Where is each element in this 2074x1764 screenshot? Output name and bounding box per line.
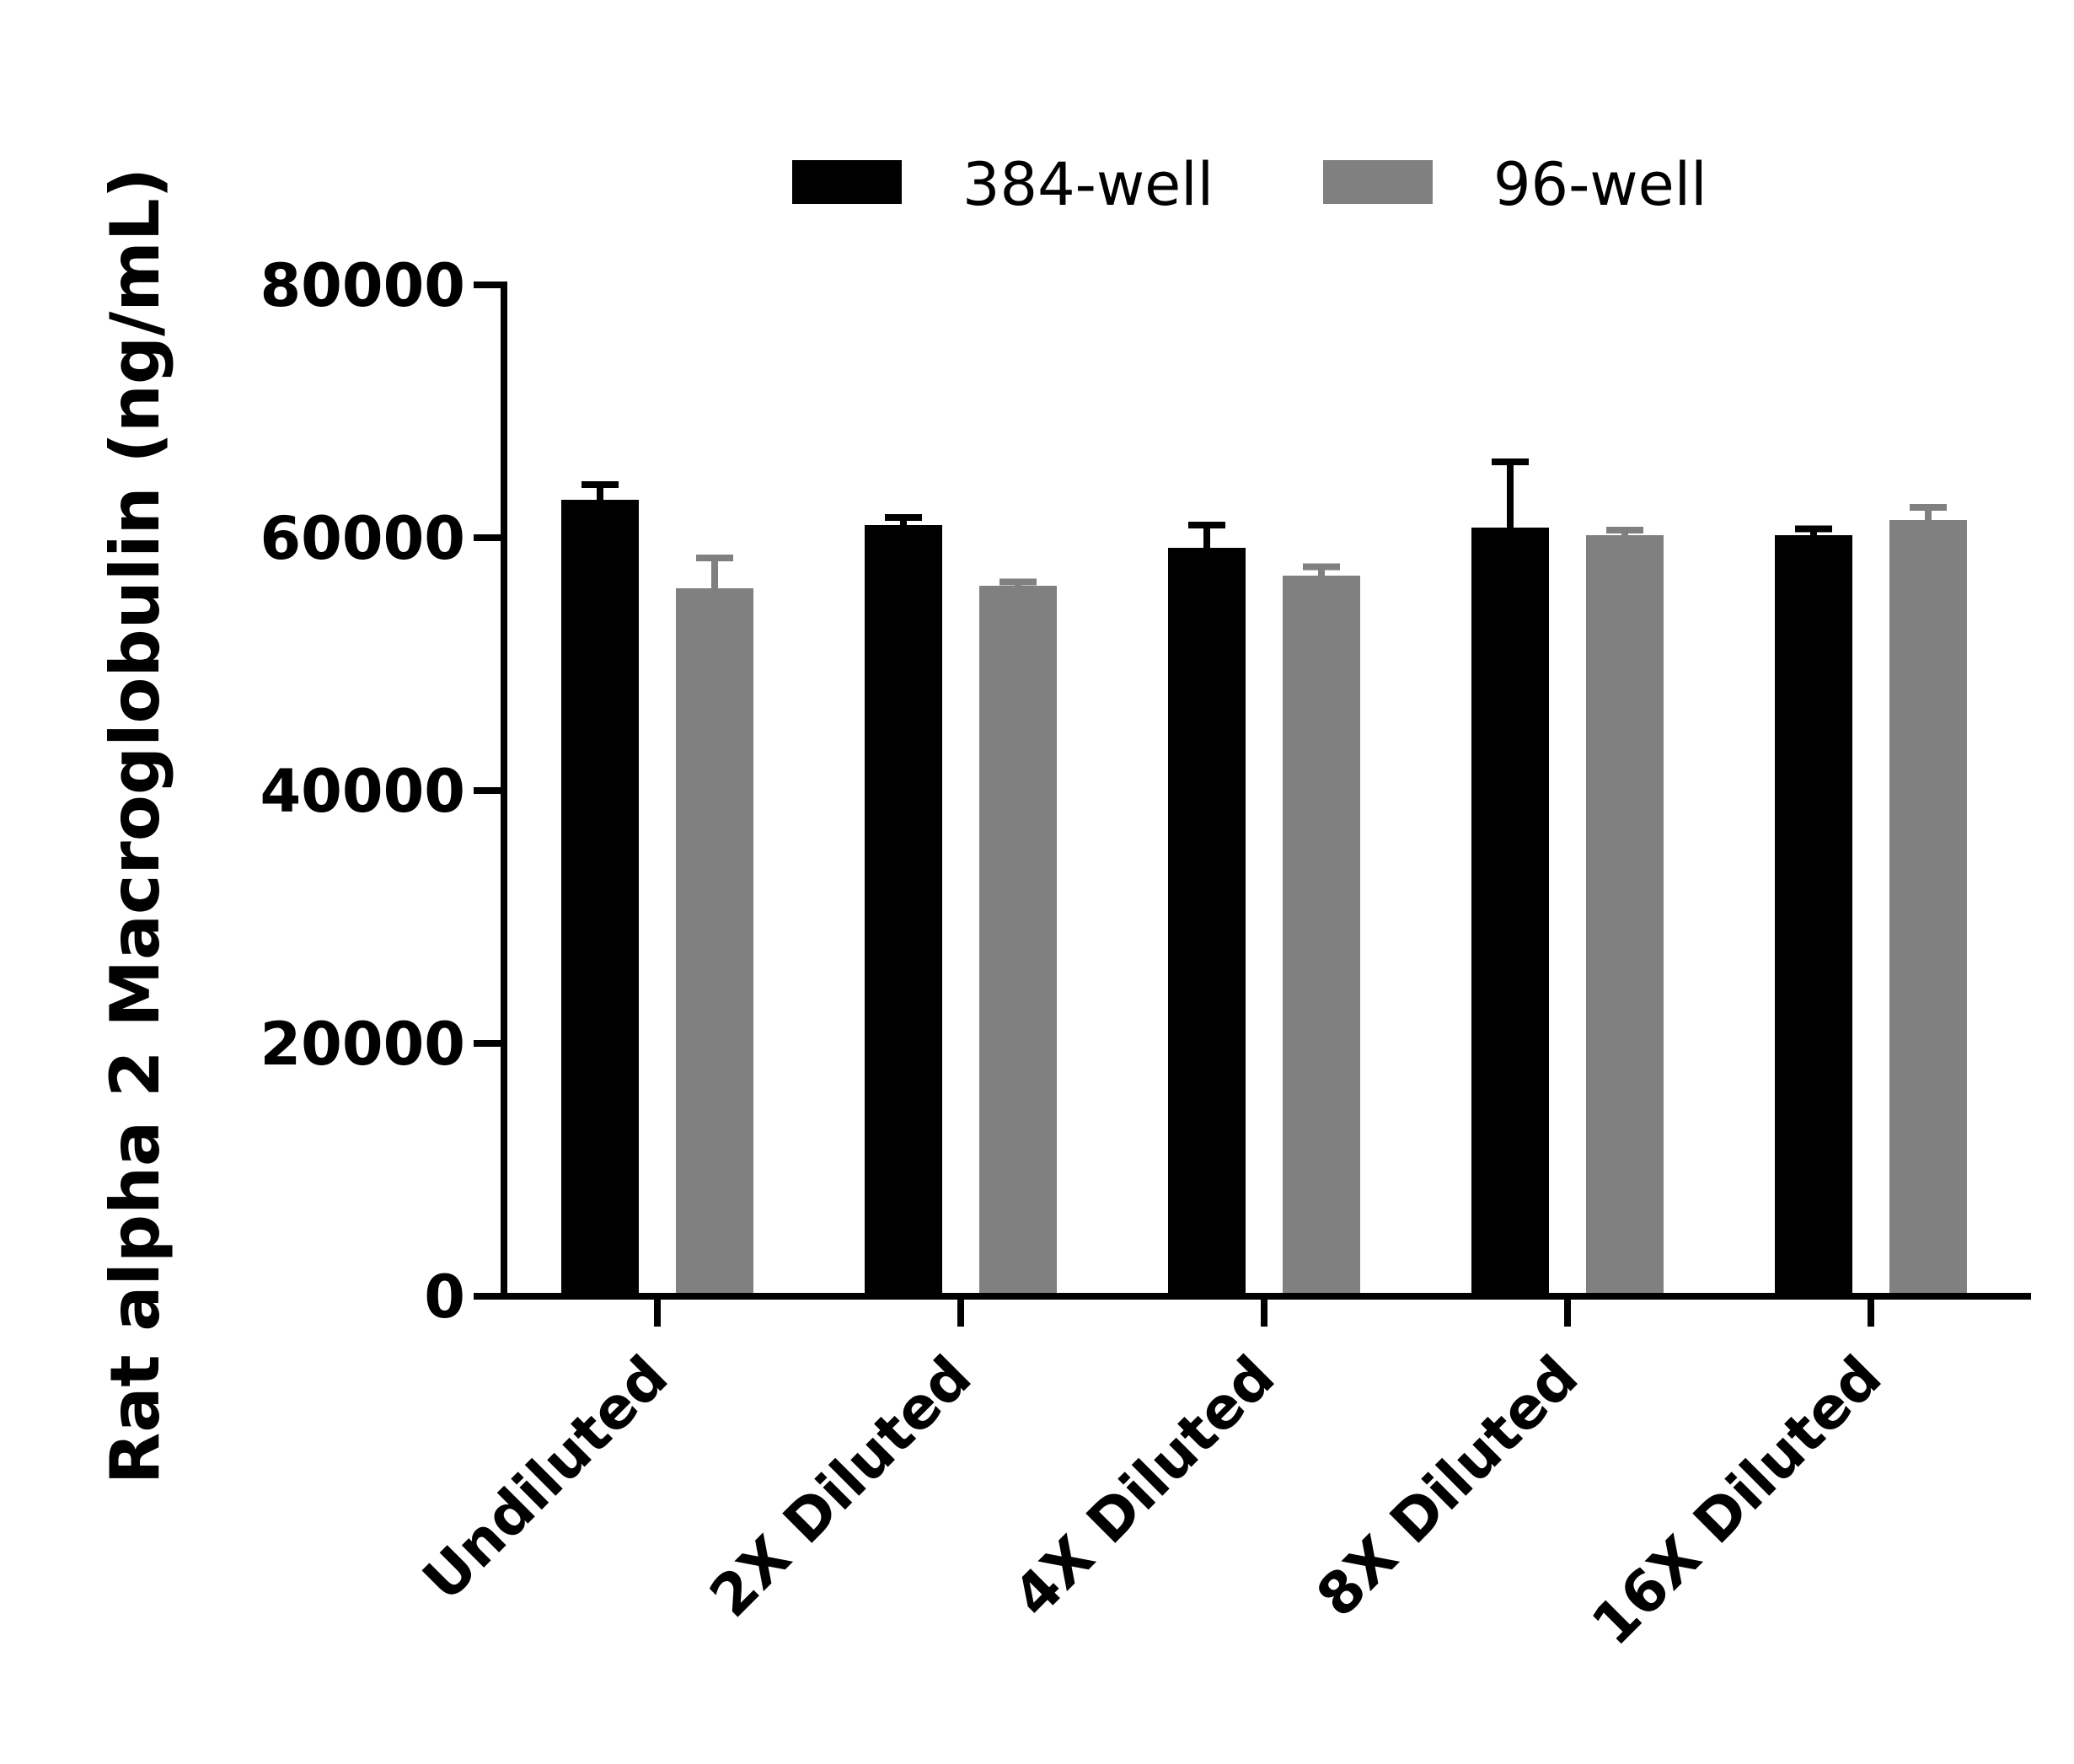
bar-series2-3	[1586, 535, 1664, 1296]
x-tick-label: 16X Diluted	[1579, 1343, 1894, 1659]
legend-swatch-1	[792, 160, 902, 204]
bars-group	[561, 458, 1967, 1296]
legend-swatch-2	[1323, 160, 1433, 204]
y-tick-label: 60000	[260, 504, 465, 573]
bar-series2-2	[1283, 576, 1360, 1296]
bar-series1-4	[1775, 535, 1852, 1296]
legend-label-1: 384-well	[962, 150, 1214, 219]
bar-series2-4	[1889, 520, 1967, 1296]
axes-group: 0 20000 40000 60000 80000 Undiluted 2X Diluted…	[260, 251, 2031, 1659]
y-tick-label: 40000	[260, 757, 465, 826]
y-axis-title: Rat alpha 2 Macroglobulin (ng/mL)	[96, 168, 174, 1485]
y-tick-label: 0	[424, 1263, 465, 1332]
bar-series1-1	[865, 525, 942, 1296]
bar-series2-0	[676, 588, 753, 1296]
legend-label-2: 96-well	[1493, 150, 1707, 219]
y-tick-label: 20000	[260, 1010, 465, 1079]
bar-series1-2	[1168, 548, 1246, 1296]
bar-series1-0	[561, 500, 639, 1296]
legend: 384-well 96-well	[792, 150, 1707, 219]
y-tick-label: 80000	[260, 251, 465, 320]
bar-series1-3	[1471, 528, 1549, 1296]
x-tick-label: 8X Diluted	[1305, 1343, 1591, 1630]
bar-series2-1	[979, 586, 1057, 1296]
x-tick-label: 4X Diluted	[1001, 1343, 1288, 1630]
x-tick-label: Undiluted	[410, 1343, 681, 1614]
x-tick-label: 2X Diluted	[698, 1343, 984, 1630]
